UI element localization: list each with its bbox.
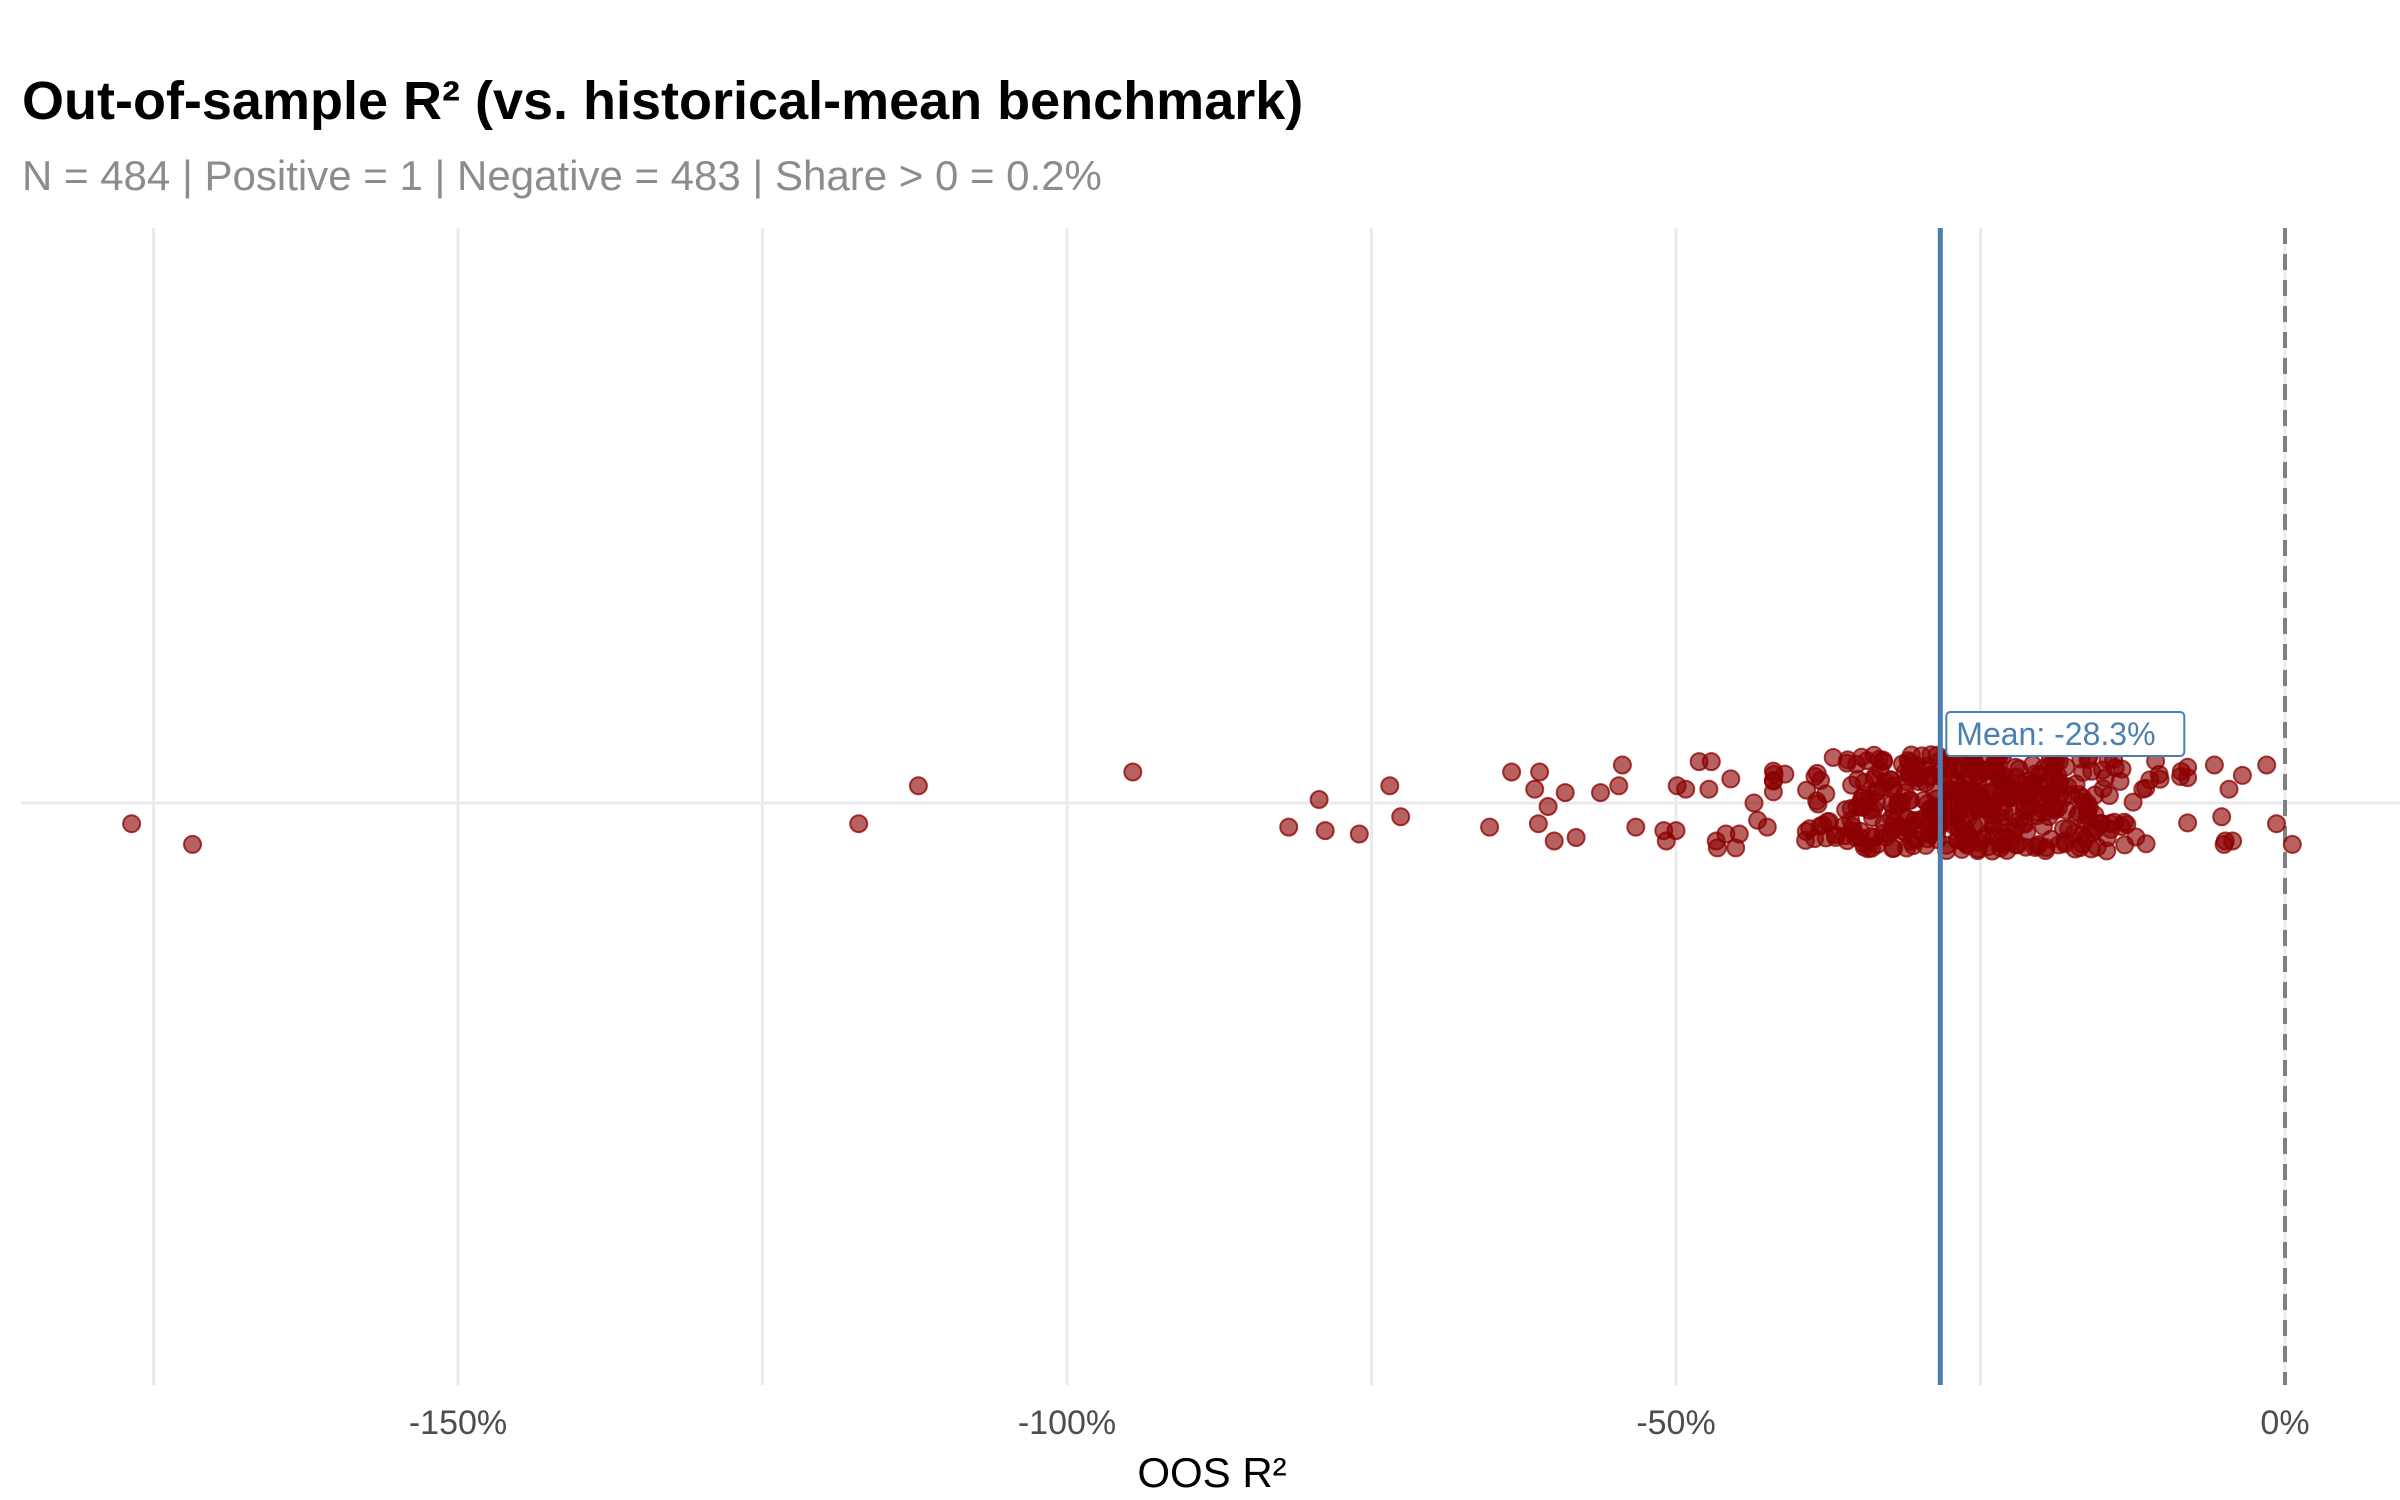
data-point <box>1800 819 1820 839</box>
data-point <box>2123 792 2143 812</box>
data-point <box>2036 841 2056 860</box>
x-axis-title: OOS R² <box>1137 1449 1286 1496</box>
data-point <box>2133 779 2153 799</box>
data-point <box>1626 817 1646 837</box>
data-point <box>1528 814 1548 834</box>
data-point <box>1744 793 1764 813</box>
x-tick-label: -50% <box>1636 1404 1715 1442</box>
data-point <box>1960 754 1980 774</box>
data-point <box>122 814 142 834</box>
data-point <box>1757 817 1777 837</box>
data-point <box>1380 776 1400 796</box>
data-point <box>2023 755 2043 775</box>
data-point <box>1612 755 1632 775</box>
data-point <box>1530 762 1550 782</box>
mean-label-box <box>1945 711 2186 757</box>
data-point <box>1309 790 1329 809</box>
data-point <box>1502 762 1522 782</box>
data-point <box>1993 835 2013 855</box>
data-point <box>1707 838 1727 858</box>
data-point <box>2058 777 2078 797</box>
data-point <box>1391 807 1411 827</box>
data-point <box>1857 751 1877 771</box>
mean-label: Mean: -28.3% <box>1945 711 2186 757</box>
data-point <box>1676 779 1696 799</box>
data-point <box>2282 834 2302 854</box>
data-point <box>1959 781 1979 800</box>
data-point <box>1901 831 1921 851</box>
data-point <box>2257 755 2277 775</box>
data-point <box>1991 766 2011 786</box>
data-point <box>2223 831 2243 851</box>
data-point <box>1823 748 1843 767</box>
x-axis-ticks: -150% -100% -50% 0% <box>409 1404 2310 1442</box>
data-point <box>1897 772 1917 792</box>
data-point <box>183 834 202 854</box>
data-point <box>1315 821 1335 841</box>
data-point <box>1544 831 1564 851</box>
chart-title: Out-of-sample R² (vs. historical-mean be… <box>22 71 1304 131</box>
data-point <box>1859 789 1879 809</box>
data-point <box>2267 814 2286 834</box>
data-point <box>1525 779 1545 799</box>
data-point <box>1566 828 1586 847</box>
data-point <box>1480 817 1500 837</box>
data-point <box>1873 823 1893 843</box>
data-point <box>849 814 869 834</box>
data-point <box>1763 771 1783 791</box>
data-point <box>1898 751 1918 771</box>
mean-label-text: Mean: -28.3% <box>1956 716 2155 752</box>
data-point <box>1807 763 1827 783</box>
data-point <box>2105 758 2125 778</box>
data-point <box>1123 762 1143 782</box>
data-point <box>2079 798 2099 818</box>
data-point <box>2136 834 2156 854</box>
data-point <box>1873 750 1893 770</box>
data-point <box>1591 783 1610 803</box>
data-point <box>1349 824 1369 844</box>
data-point <box>1729 824 1749 844</box>
x-tick-label: -100% <box>1018 1404 1116 1442</box>
data-point <box>1538 797 1558 816</box>
data-point <box>1969 797 1989 817</box>
data-point <box>1884 780 1903 800</box>
data-point <box>2002 784 2022 804</box>
data-point <box>1807 791 1827 811</box>
data-point <box>2178 813 2198 833</box>
data-point <box>2091 813 2111 833</box>
data-point <box>2219 779 2239 799</box>
data-point <box>1721 769 1741 789</box>
data-points <box>122 745 2302 861</box>
data-point <box>1920 765 1940 785</box>
data-point <box>1883 839 1903 858</box>
data-point <box>1279 817 1299 837</box>
data-point <box>2033 794 2053 814</box>
data-point <box>1853 834 1873 853</box>
data-point <box>1701 752 1721 772</box>
data-point <box>2097 841 2117 861</box>
data-point <box>2204 755 2224 775</box>
data-point <box>1994 802 2014 822</box>
chart-subtitle: N = 484 | Positive = 1 | Negative = 483 … <box>22 152 1102 199</box>
x-tick-label: 0% <box>2260 1404 2309 1442</box>
data-point <box>1959 828 1979 848</box>
data-point <box>1946 815 1966 835</box>
data-point <box>1699 779 1719 799</box>
data-point <box>1837 831 1857 851</box>
data-point <box>2150 769 2170 789</box>
data-point <box>2171 767 2191 786</box>
data-point <box>2033 816 2053 836</box>
data-point <box>2232 765 2252 785</box>
data-point <box>908 776 928 796</box>
data-point <box>1666 821 1686 841</box>
data-point <box>2212 807 2232 827</box>
data-point <box>1609 776 1629 796</box>
data-point <box>1555 783 1575 803</box>
data-point <box>1928 801 1948 820</box>
x-tick-label: -150% <box>409 1404 507 1442</box>
data-point <box>2065 839 2085 859</box>
